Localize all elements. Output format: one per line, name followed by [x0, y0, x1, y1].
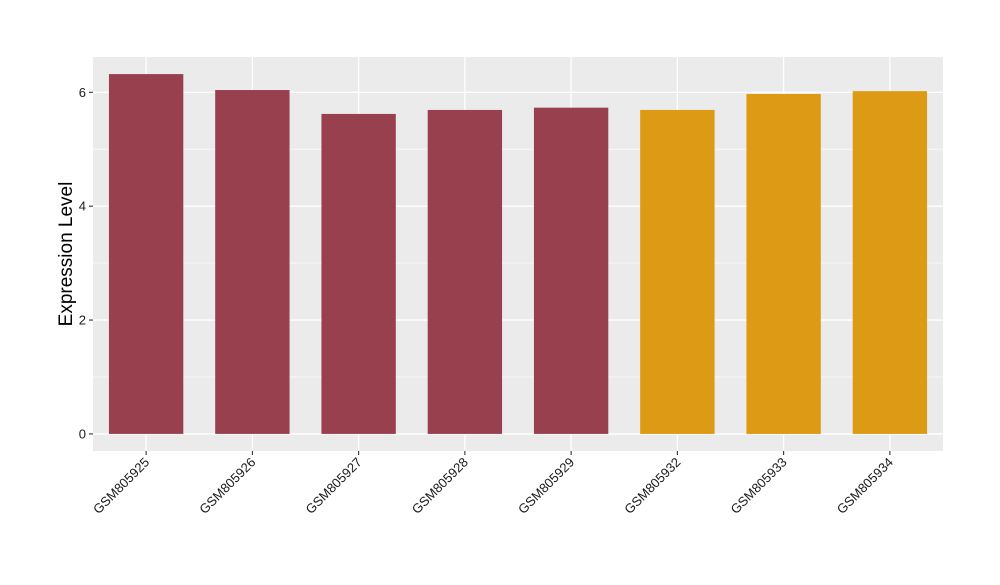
bar-GSM805933: [746, 94, 821, 434]
y-tick-label: 0: [79, 426, 86, 441]
bar-GSM805928: [427, 109, 503, 434]
bar-GSM805934: [852, 91, 928, 434]
x-tick-label: GSM805927: [303, 455, 365, 517]
x-tick-label: GSM805929: [515, 455, 577, 517]
y-tick-label: 6: [79, 85, 86, 100]
y-axis-title: Expression Level: [56, 182, 77, 327]
x-tick-label: GSM805932: [621, 455, 683, 517]
y-tick-label: 2: [79, 313, 86, 328]
x-tick-label: GSM805928: [409, 455, 471, 517]
x-tick-label: GSM805934: [834, 455, 896, 517]
x-tick-label: GSM805933: [728, 455, 790, 517]
y-tick-label: 4: [79, 199, 86, 214]
bar-GSM805925: [108, 74, 184, 434]
x-tick-label: GSM805926: [196, 455, 258, 517]
bar-GSM805929: [533, 107, 609, 434]
bar-GSM805926: [215, 90, 290, 434]
x-tick-label: GSM805925: [90, 455, 152, 517]
bar-GSM805932: [640, 109, 715, 434]
bars-group: [108, 74, 928, 434]
y-axis: 0 2 4 6: [79, 85, 93, 441]
x-axis: GSM805925 GSM805926 GSM805927 GSM805928 GSM8…: [90, 451, 896, 517]
bar-GSM805927: [321, 113, 396, 434]
